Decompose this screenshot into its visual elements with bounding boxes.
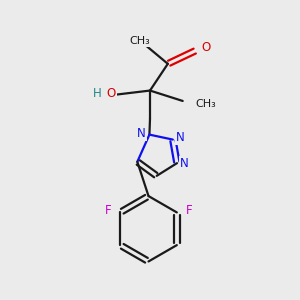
Text: CH₃: CH₃	[129, 36, 150, 46]
Text: N: N	[137, 127, 146, 140]
Text: N: N	[176, 131, 185, 144]
Text: N: N	[180, 157, 189, 170]
Text: O: O	[201, 41, 210, 54]
Text: F: F	[105, 203, 112, 217]
Text: O: O	[107, 87, 116, 100]
Text: CH₃: CH₃	[195, 99, 216, 109]
Text: F: F	[185, 203, 192, 217]
Text: H: H	[93, 87, 102, 100]
